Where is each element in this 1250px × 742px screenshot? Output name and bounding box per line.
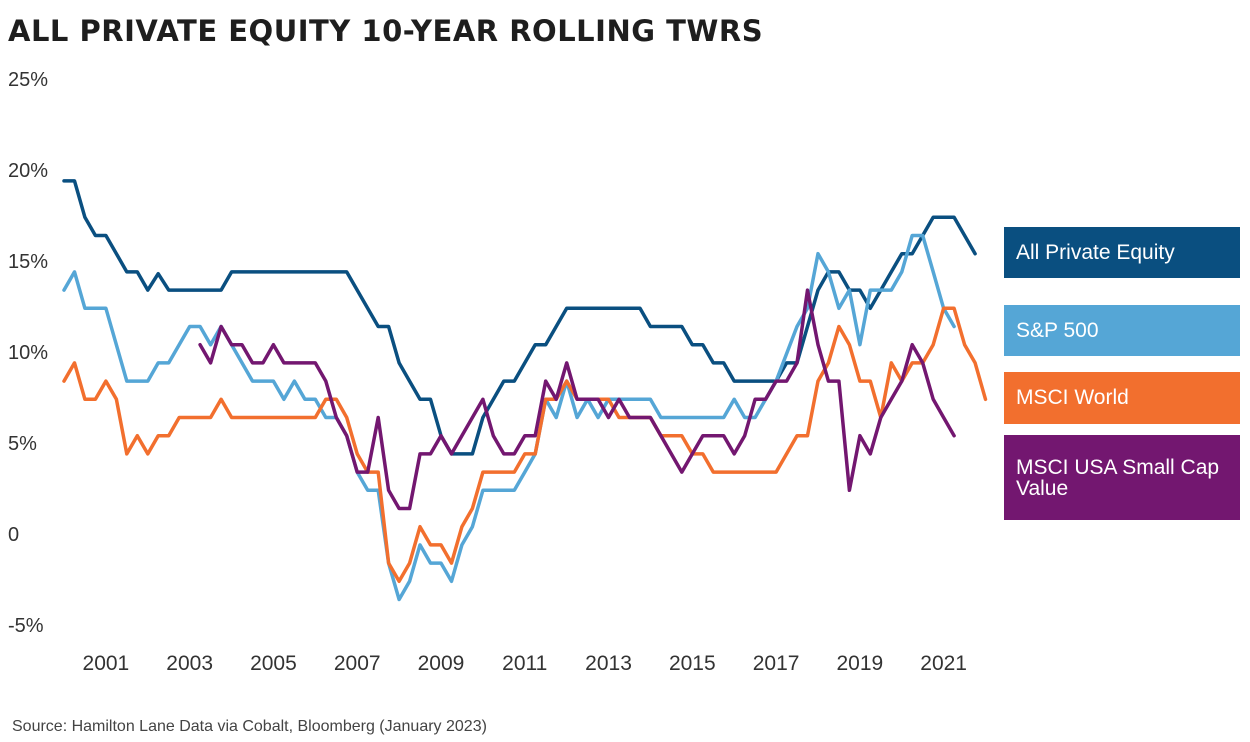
y-tick-label: 15% <box>8 251 48 273</box>
line-chart: 25%20%15%10%5%0-5% 2001 2003 2005 2007 2009 2… <box>8 69 988 675</box>
x-tick-label: 2009 <box>418 652 465 675</box>
series-lines <box>62 179 988 602</box>
x-axis: 2001 2003 2005 2007 2009 2011 2013 2015 2017 2019… <box>83 652 967 675</box>
y-axis: 25% 20% 15% 10% 5% 0 -5% <box>8 69 48 637</box>
x-tick-label: 2001 <box>83 652 130 675</box>
source-note: Source: Hamilton Lane Data via Cobalt, B… <box>12 718 487 735</box>
legend-item-sp500: S&P 500 <box>1004 305 1240 356</box>
legend-label: S&P 500 <box>1016 318 1099 342</box>
series-line-msci-world <box>62 306 988 584</box>
series-line-msci-usa-small-cap-value <box>198 288 956 511</box>
legend-label: MSCI World <box>1016 386 1129 409</box>
chart-title: ALL PRIVATE EQUITY 10-YEAR ROLLING TWRS <box>8 14 764 48</box>
legend-item-msci-usa-small-cap-value: MSCI USA Small Cap Value <box>1004 435 1240 520</box>
y-tick-label: -5% <box>8 615 44 637</box>
x-tick-label: 2017 <box>753 652 800 675</box>
y-tick-label: 25% <box>8 69 48 91</box>
x-tick-label: 2015 <box>669 652 716 675</box>
y-tick-label: 5% <box>8 433 37 455</box>
x-tick-label: 2013 <box>585 652 632 675</box>
x-tick-label: 2011 <box>502 652 547 675</box>
series-line-all-private-equity <box>62 179 977 456</box>
x-tick-label: 2007 <box>334 652 381 675</box>
x-tick-label: 2021 <box>920 652 967 675</box>
x-tick-label: 2019 <box>837 652 884 675</box>
x-tick-label: 2005 <box>250 652 297 675</box>
legend-label: All Private Equity <box>1016 240 1175 264</box>
legend-item-all-private-equity: All Private Equity <box>1004 227 1240 278</box>
y-tick-label: 10% <box>8 342 48 364</box>
x-tick-label: 2003 <box>166 652 213 675</box>
y-tick-label: 0 <box>8 524 19 546</box>
legend-label: MSCI USA Small Cap Value <box>1016 456 1220 500</box>
legend-item-msci-world: MSCI World <box>1004 372 1240 424</box>
y-tick-label: 20% <box>8 160 48 182</box>
